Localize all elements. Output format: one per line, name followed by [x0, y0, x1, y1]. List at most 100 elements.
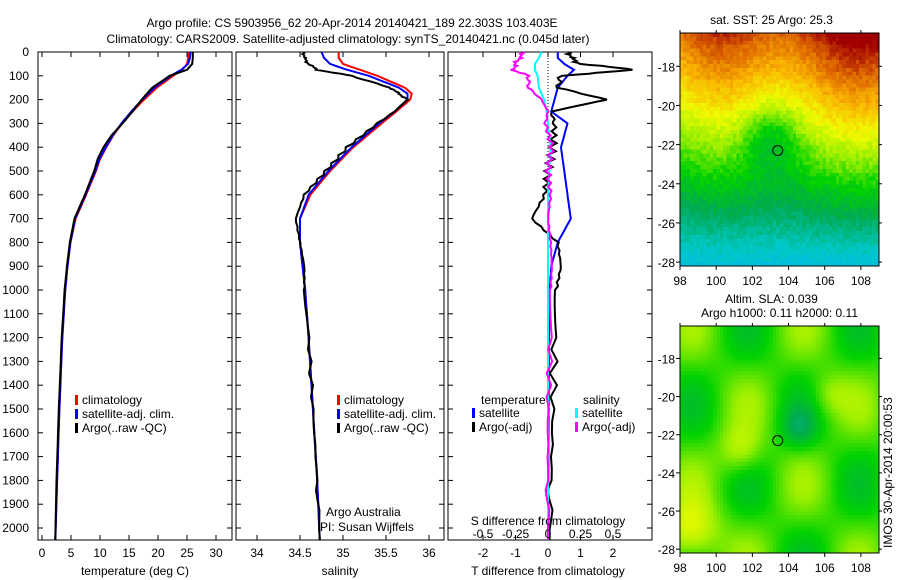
x2-tick-label: 0 — [545, 527, 552, 541]
temperature-line-satellite-adj-clim- — [54, 51, 192, 540]
x2-tick-label: 0.25 — [569, 527, 593, 541]
x-tick-label: -1 — [510, 546, 521, 560]
x-tick-label: 98 — [673, 561, 687, 575]
salinity-frame — [235, 51, 445, 541]
legend-label: Argo(-adj) — [582, 420, 635, 434]
y-tick-label: 400 — [9, 140, 29, 154]
x-tick-label: 2 — [610, 546, 617, 560]
legend-swatch — [575, 408, 578, 418]
legend-label: Argo(..raw -QC) — [344, 421, 429, 435]
sla-map-title: Argo h1000: 0.11 h2000: 0.11 — [701, 306, 858, 320]
x-tick-label: 106 — [815, 561, 835, 575]
x-tick-label: 36 — [422, 546, 436, 560]
legend-swatch — [472, 408, 475, 418]
argo-position-marker — [772, 145, 784, 157]
temperature-frame — [37, 51, 233, 541]
salinity-axes: 34 34.5 35 35.5 36 climatologysatellite-adj. … — [235, 51, 445, 578]
annotation-line: Argo Australia — [326, 505, 401, 519]
y-tick-label: -26 — [658, 217, 676, 231]
sla-map-frame — [679, 325, 880, 554]
x-tick-label: 0 — [545, 546, 552, 560]
y-tick-label: 1500 — [2, 402, 29, 416]
x-tick-label: -2 — [478, 546, 489, 560]
footer-credit: IMOS 30-Apr-2014 20:00:53 — [881, 397, 895, 548]
x-tick-label: 34.5 — [288, 546, 312, 560]
x-tick-label: 104 — [779, 561, 799, 575]
y-tick-label: 1800 — [2, 473, 29, 487]
y-tick-label: -20 — [658, 391, 676, 405]
x-tick-label: 102 — [742, 561, 762, 575]
y-tick-label: -22 — [658, 429, 676, 443]
y-tick-label: 300 — [9, 116, 29, 130]
x2-tick-label: -0.5 — [473, 527, 494, 541]
y-tick-label: 0 — [22, 45, 29, 59]
title-line-1: Argo profile: CS 5903956_62 20-Apr-2014 … — [147, 16, 558, 30]
legend-swatch — [337, 395, 340, 405]
x-tick-label: 98 — [673, 274, 687, 288]
x-tick-label: 25 — [180, 546, 194, 560]
y-tick-label: 1000 — [2, 283, 29, 297]
legend-label: Argo(-adj) — [479, 420, 532, 434]
legend-label: satellite — [582, 406, 623, 420]
x2-tick-label: -0.25 — [502, 527, 530, 541]
legend-label: climatology — [82, 393, 142, 407]
x-tick-label: 5 — [68, 546, 75, 560]
y-tick-label: 1600 — [2, 426, 29, 440]
x-tick-label: 108 — [851, 274, 871, 288]
legend-swatch — [75, 423, 78, 433]
x-axis-label: T difference from climatology — [471, 564, 625, 578]
temperature-axes: 0 5 10 15 20 25 300100200300400500600700800900… — [2, 45, 233, 578]
y-tick-label: 100 — [9, 69, 29, 83]
sst-map-frame — [679, 32, 880, 267]
x-tick-label: 35 — [336, 546, 350, 560]
argo-position-marker — [772, 435, 784, 447]
x-tick-label: 108 — [851, 561, 871, 575]
x2-tick-label: 0.5 — [605, 527, 622, 541]
y-tick-label: 500 — [9, 164, 29, 178]
x-tick-label: 34 — [250, 546, 264, 560]
y-tick-label: 1200 — [2, 331, 29, 345]
x-tick-label: 106 — [815, 274, 835, 288]
y-tick-label: 800 — [9, 235, 29, 249]
y-tick-label: 700 — [9, 212, 29, 226]
x-tick-label: 102 — [742, 274, 762, 288]
y-tick-label: -24 — [658, 467, 676, 481]
x-tick-label: 35.5 — [374, 546, 398, 560]
y-tick-label: 1100 — [3, 307, 29, 321]
x-tick-label: 30 — [209, 546, 223, 560]
difference-axes: -2 -1 0 1 2 -0.5 -0.25 0 0.25 0.5S difference fro… — [447, 51, 653, 578]
y-tick-label: -20 — [658, 99, 676, 113]
sla-map-image — [680, 326, 879, 553]
x-tick-label: 10 — [93, 546, 107, 560]
x-tick-label: 1 — [577, 546, 584, 560]
diff-line-S-satellite — [534, 51, 552, 540]
y-tick-label: -22 — [658, 139, 676, 153]
x-tick-label: 20 — [151, 546, 165, 560]
y-tick-label: -18 — [658, 352, 676, 366]
x-tick-label: 100 — [706, 274, 726, 288]
x-tick-label: 100 — [706, 561, 726, 575]
legend-label: climatology — [344, 393, 404, 407]
diff-line-S-Argo-adj- — [510, 51, 556, 540]
legend-label: satellite-adj. clim. — [344, 407, 436, 421]
legend-label: satellite — [479, 406, 520, 420]
y-tick-label: -24 — [658, 178, 676, 192]
salinity-line-Argo-raw-QC- — [294, 52, 410, 540]
legend-label: satellite-adj. clim. — [82, 407, 174, 421]
x2-axis-label: S difference from climatology — [471, 514, 626, 528]
y-tick-label: -28 — [658, 543, 676, 557]
diff-line-T-satellite — [547, 52, 576, 540]
x-axis-label: temperature (deg C) — [81, 564, 189, 578]
y-tick-label: 1900 — [2, 497, 29, 511]
legend-title: salinity — [583, 393, 620, 407]
y-tick-label: 1700 — [2, 450, 29, 464]
temperature-line-Argo-raw-QC- — [54, 52, 194, 540]
sla-map-axes: 98 100 102 104 106 108 -18 -20 -22 -24 -26 -28 Altim… — [658, 292, 882, 575]
x-tick-label: 0 — [39, 546, 46, 560]
legend-label: Argo(..raw -QC) — [82, 421, 167, 435]
legend-title: temperature — [481, 393, 546, 407]
y-tick-label: -26 — [658, 505, 676, 519]
y-tick-label: -28 — [658, 256, 676, 270]
x-tick-label: 15 — [122, 546, 136, 560]
